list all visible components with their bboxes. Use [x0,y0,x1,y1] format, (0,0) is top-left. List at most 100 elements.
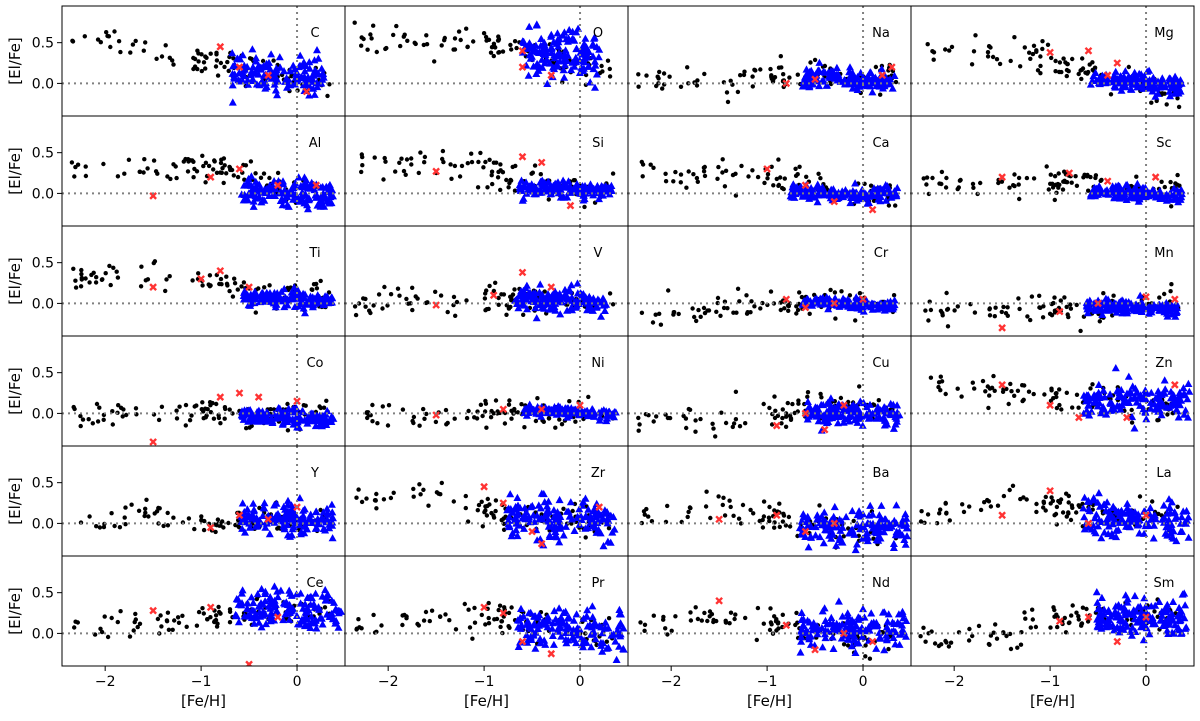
black-point [1064,514,1070,519]
blue-triangle [573,279,582,287]
black-point [1164,102,1169,107]
blue-triangle [892,191,901,199]
black-point [1037,293,1042,298]
blue-triangle [554,402,563,410]
black-point [123,505,128,510]
blue-triangle [804,543,813,551]
blue-triangle [1126,85,1135,93]
blue-triangle [816,408,825,416]
blue-triangle [581,494,590,502]
red-cross [293,397,301,406]
blue-triangle [246,299,255,307]
red-cross [1075,413,1083,422]
black-point [973,33,978,38]
black-point [987,393,992,398]
black-point [188,158,193,163]
black-point [487,502,492,507]
black-point [421,406,426,412]
black-point [1098,178,1103,183]
red-cross [312,181,321,190]
blue-triangle [832,541,841,549]
blue-triangle [871,526,880,534]
black-point [1078,328,1083,334]
black-point [1045,42,1051,47]
black-point [207,273,213,278]
black-point [498,168,503,173]
blue-triangle [799,78,808,86]
y-tick-label: 0.5 [32,36,54,52]
black-point [398,43,403,49]
black-point [491,513,496,518]
blue-triangle [311,67,320,75]
black-point [947,518,952,523]
blue-triangle [243,177,252,185]
black-point [1046,187,1052,192]
black-point [374,506,379,511]
black-point [79,267,84,273]
y-axis-label: [El/Fe] [6,477,24,524]
black-point [694,175,700,181]
black-point [502,421,508,426]
black-point [163,43,168,48]
black-point [137,169,143,174]
blue-triangle [878,74,887,82]
blue-triangle [585,62,593,70]
blue-triangle [558,405,567,413]
blue-triangle [519,296,528,304]
black-point [703,504,709,509]
black-point [380,306,385,311]
blue-triangle [1173,303,1182,312]
black-point [1049,55,1054,61]
black-point [1006,401,1011,407]
black-point [1069,180,1074,185]
element-label: Cr [874,246,889,261]
black-point [1080,66,1086,71]
black-point [780,415,785,421]
black-point [1060,510,1066,515]
blue-triangle [588,405,597,413]
red-cross [1113,59,1122,67]
blue-triangle [1154,391,1163,399]
blue-triangle [813,515,822,523]
blue-triangle [832,63,841,71]
black-point [1066,500,1071,505]
black-point [83,164,88,169]
blue-triangle [313,514,322,523]
blue-triangle [521,515,530,523]
blue-triangle [605,411,614,419]
black-point [1054,394,1059,400]
black-point [244,426,249,431]
black-point [1168,179,1173,185]
blue-triangle [286,81,295,89]
blue-triangle [1147,388,1156,396]
blue-triangle [561,46,570,54]
blue-triangle [241,528,249,536]
black-point [1074,392,1080,397]
black-point [80,417,86,422]
black-point [107,263,112,269]
black-point [586,394,591,400]
blue-triangle [1110,194,1119,202]
red-cross [547,283,556,291]
blue-triangle [1151,303,1160,312]
black-point [1030,51,1036,57]
red-cross [811,75,819,84]
black-point [426,503,431,508]
blue-triangle [306,292,315,300]
black-point [828,287,833,293]
black-point [353,312,359,318]
black-point [214,58,220,63]
black-point [208,51,213,56]
blue-triangle [265,530,274,538]
black-point [582,204,587,210]
black-point [1074,302,1079,308]
black-point [504,177,509,183]
blue-triangle [537,34,546,42]
black-point [324,398,329,403]
blue-triangle [506,490,515,498]
black-point [945,306,951,312]
blue-triangle [546,44,555,52]
black-point [636,84,641,89]
black-point [765,176,770,181]
blue-triangle [787,193,796,201]
